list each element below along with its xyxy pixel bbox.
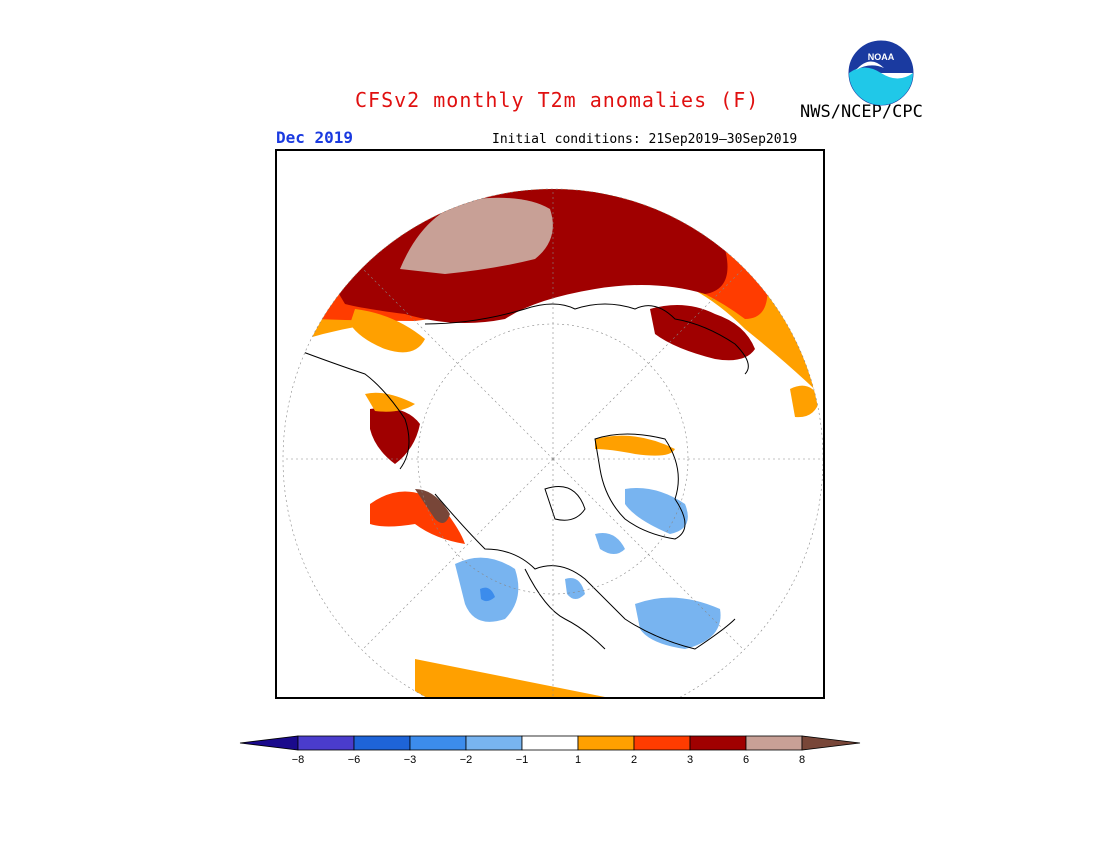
colorbar: −8 −6 −3 −2 −1 1 2 3 6 8 — [239, 735, 861, 766]
noaa-logo: NOAA — [848, 40, 914, 106]
agency-label: NWS/NCEP/CPC — [800, 102, 923, 122]
anomaly-region-hudson-cool — [565, 578, 585, 599]
colorbar-segment — [297, 735, 355, 751]
colorbar-segment — [745, 735, 803, 751]
coastline-canada — [434, 493, 736, 650]
coastline-alaska — [294, 348, 410, 470]
colorbar-tick-label: 8 — [799, 754, 805, 766]
coastline-hudson — [524, 568, 606, 650]
logo-text: NOAA — [868, 52, 895, 62]
colorbar-tick-label: −8 — [292, 754, 305, 766]
colorbar-tick-label: −6 — [348, 754, 361, 766]
coastline-asia — [424, 303, 749, 375]
anomaly-region-alaska-strong — [370, 408, 420, 464]
anomaly-region-europe-light — [790, 385, 820, 418]
colorbar-segment — [409, 735, 467, 751]
colorbar-tick-label: −2 — [460, 754, 473, 766]
colorbar-segment — [465, 735, 523, 751]
colorbar-segment — [633, 735, 691, 751]
colorbar-segment — [577, 735, 635, 751]
anomaly-region-canada-moderate — [480, 587, 495, 602]
chart-title: CFSv2 monthly T2m anomalies (F) — [355, 88, 760, 112]
anomaly-region-bering-light — [365, 392, 415, 412]
initial-conditions: Initial conditions: 21Sep2019—30Sep2019 — [492, 132, 798, 147]
colorbar-tick-label: 1 — [575, 754, 581, 766]
polar-map — [275, 149, 825, 730]
colorbar-segment — [353, 735, 411, 751]
colorbar-arrow-left — [239, 735, 299, 751]
colorbar-segment — [521, 735, 579, 751]
anomaly-region-west-canada — [370, 491, 465, 544]
colorbar-tick-label: 2 — [631, 754, 637, 766]
anomaly-region-us-south — [415, 659, 615, 699]
colorbar-tick-label: −3 — [404, 754, 417, 766]
colorbar-segment — [689, 735, 747, 751]
anomaly-region-west-canada-extreme — [415, 489, 450, 523]
colorbar-arrow-right — [801, 735, 861, 751]
anomaly-region-baffin-cool — [595, 533, 625, 554]
anomaly-region-alaska-light — [350, 309, 425, 353]
coastline-greenland — [594, 433, 686, 540]
anomaly-region-siberia-extreme — [400, 197, 553, 274]
anomaly-region-greenland-edge — [595, 435, 675, 456]
coastline-islands — [544, 486, 586, 521]
colorbar-tick-label: −1 — [516, 754, 529, 766]
forecast-month: Dec 2019 — [276, 128, 354, 147]
colorbar-tick-label: 6 — [743, 754, 749, 766]
colorbar-tick-label: 3 — [687, 754, 693, 766]
